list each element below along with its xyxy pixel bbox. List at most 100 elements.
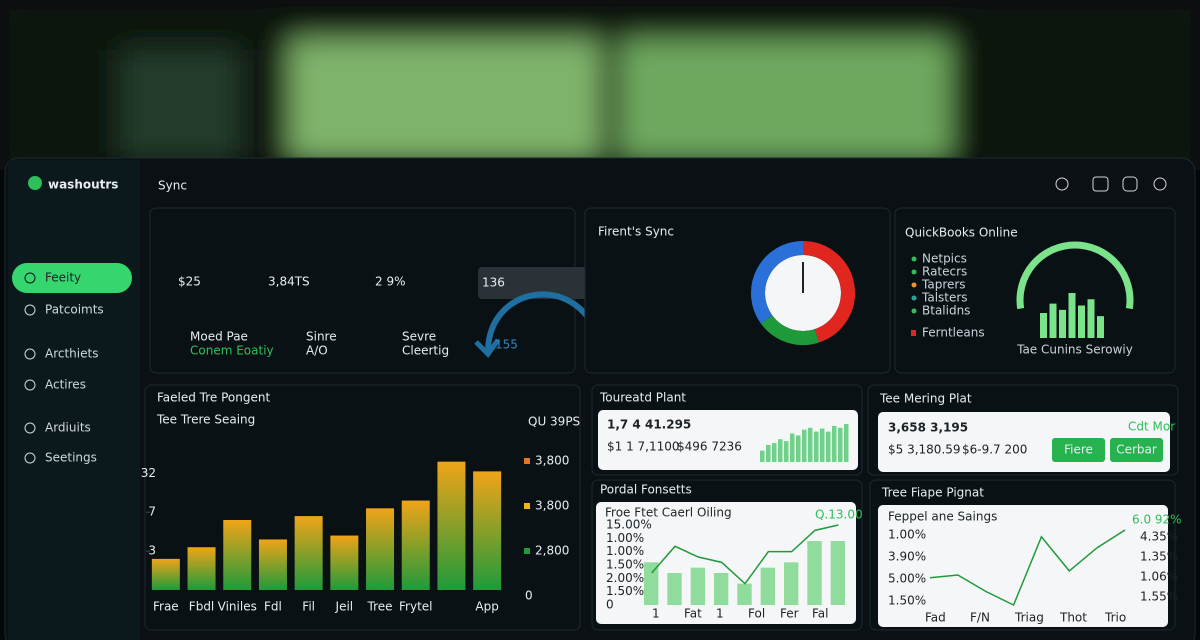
legend-label: 3,800 bbox=[535, 499, 569, 513]
card-title: Tee Mering Plat bbox=[879, 392, 972, 406]
card-figure: $5 3,180.59 bbox=[888, 443, 961, 457]
x-tick-label: Fad bbox=[925, 611, 946, 625]
gauge-bar bbox=[1068, 293, 1076, 338]
header-icons[interactable] bbox=[1055, 176, 1167, 192]
card-caption: Feppel ane Saings bbox=[888, 510, 997, 524]
spark-bar bbox=[772, 443, 777, 462]
button-label[interactable]: Fiere bbox=[1064, 443, 1093, 457]
page-title: Sync bbox=[158, 179, 187, 193]
spark-bar bbox=[784, 441, 789, 462]
bar bbox=[667, 573, 682, 605]
button-label[interactable]: Cerbar bbox=[1116, 443, 1157, 457]
bar bbox=[690, 567, 705, 605]
chart-subtitle: Tee Trere Seaing bbox=[156, 413, 255, 427]
x-tick-label: 1 bbox=[716, 607, 724, 621]
legend-label: Ratecrs bbox=[922, 265, 967, 279]
kpi-sub: Conem Eoatiy bbox=[190, 344, 274, 358]
x-tick-label: Tree bbox=[367, 600, 393, 614]
x-tick-label: Fat bbox=[684, 607, 702, 621]
kpi-label: Moed Pae bbox=[190, 330, 248, 344]
spark-bar bbox=[826, 431, 831, 462]
legend-base: 0 bbox=[525, 589, 533, 603]
y-tick-label: 1.50% bbox=[606, 558, 644, 572]
legend-swatch bbox=[524, 458, 530, 464]
gauge-bar bbox=[1040, 313, 1047, 338]
x-tick-label: Frae bbox=[153, 600, 179, 614]
brand: washoutrs bbox=[48, 178, 118, 192]
line bbox=[651, 524, 839, 585]
legend-swatch bbox=[911, 295, 917, 301]
panel-title: QuickBooks Online bbox=[905, 226, 1018, 240]
y-tick-label: 1.00% bbox=[888, 528, 926, 542]
gauge-caption: Tae Cunins Serowiy bbox=[1016, 343, 1133, 357]
kpi-label: Sinre bbox=[306, 330, 337, 344]
line bbox=[929, 529, 1126, 607]
legend-swatch bbox=[911, 308, 917, 314]
spark-bar bbox=[814, 431, 819, 462]
legend-label: 2,800 bbox=[535, 544, 569, 558]
nav-icon bbox=[24, 379, 36, 391]
card-headline: 3,658 3,195 bbox=[888, 421, 968, 435]
legend-label: 3,800 bbox=[535, 454, 569, 468]
nav-item[interactable]: Actires bbox=[45, 378, 86, 392]
y-tick-label: 1.00% bbox=[606, 531, 644, 545]
y-tick-label: 7 bbox=[148, 505, 156, 519]
logo bbox=[28, 176, 42, 190]
bar bbox=[714, 573, 729, 605]
nav-item[interactable]: Patcoimts bbox=[45, 303, 104, 317]
bar bbox=[223, 520, 252, 590]
card-figure: $6-9.7 200 bbox=[962, 443, 1027, 457]
legend-label: Netpics bbox=[922, 252, 967, 266]
nav-active[interactable] bbox=[12, 263, 132, 293]
bar bbox=[366, 508, 395, 590]
legend-swatch bbox=[911, 330, 916, 336]
nav-icon bbox=[24, 272, 36, 284]
bar bbox=[807, 541, 822, 605]
button[interactable] bbox=[1110, 438, 1163, 462]
x-tick-label: Frytel bbox=[399, 600, 433, 614]
y-tick-label: 32 bbox=[141, 466, 156, 480]
background bbox=[0, 0, 1200, 170]
kpi-label: Sevre bbox=[402, 330, 436, 344]
x-tick-label: App bbox=[475, 600, 498, 614]
quickbooks-panel bbox=[894, 207, 1176, 374]
x-tick-label: Fol bbox=[748, 607, 765, 621]
y-tick-label: 1.50% bbox=[888, 594, 926, 608]
bar bbox=[737, 583, 752, 605]
x-tick-label: 1 bbox=[652, 607, 660, 621]
nav-item[interactable]: Feeity bbox=[45, 271, 81, 285]
legend-label: Btalidns bbox=[922, 304, 970, 318]
x-tick-label: Triag bbox=[1014, 611, 1044, 625]
spark-bar bbox=[844, 424, 849, 462]
nav-item[interactable]: Ardiuits bbox=[45, 421, 91, 435]
gauge-arc bbox=[1016, 241, 1134, 310]
chart-title: Faeled Tre Pongent bbox=[157, 391, 270, 405]
revenue-panel bbox=[144, 384, 581, 631]
x-tick-label: Fbdl bbox=[189, 600, 214, 614]
dropdown-value[interactable]: 136 bbox=[482, 276, 505, 290]
card-title: Pordal Fonsetts bbox=[600, 483, 692, 497]
bar bbox=[473, 471, 502, 590]
nav-item[interactable]: Arcthiets bbox=[45, 347, 98, 361]
bar bbox=[644, 562, 659, 605]
nav-icon bbox=[24, 304, 36, 316]
gauge-bar bbox=[1059, 309, 1066, 338]
nav-icon bbox=[24, 452, 36, 464]
nav-item[interactable]: Seetings bbox=[45, 451, 97, 465]
panel-title: Firent's Sync bbox=[598, 225, 674, 239]
corner-label: QU 39PS bbox=[528, 415, 580, 429]
spark-bar bbox=[796, 435, 801, 462]
y-tick-label: 3 bbox=[148, 544, 156, 558]
spark-bar bbox=[820, 428, 825, 462]
y-tick-label: 1.50% bbox=[606, 584, 644, 598]
spark-bar bbox=[766, 444, 771, 462]
bar bbox=[784, 562, 799, 605]
nav-icon bbox=[24, 422, 36, 434]
legend-label: Ferntleans bbox=[922, 326, 985, 340]
sidebar bbox=[8, 160, 140, 640]
card-figure: $1 1 7,1100 bbox=[607, 440, 680, 454]
spark-bar bbox=[838, 427, 843, 462]
button[interactable] bbox=[1052, 438, 1105, 462]
card-headline: 1,7 4 41.295 bbox=[607, 418, 691, 432]
